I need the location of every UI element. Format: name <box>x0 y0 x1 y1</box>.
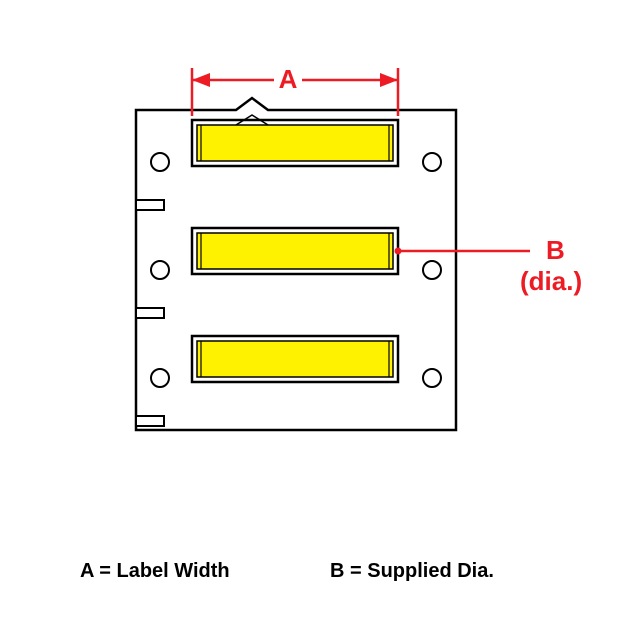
label-sleeve <box>197 125 393 161</box>
callout-b-label: B <box>546 235 565 265</box>
callout-b-dia: (dia.) <box>520 266 582 296</box>
sprocket-hole <box>151 369 169 387</box>
dim-a-label: A <box>279 64 298 94</box>
label-sleeve <box>197 233 393 269</box>
dim-a-arrow-left <box>192 73 210 87</box>
index-notch <box>136 200 164 210</box>
sprocket-hole <box>423 261 441 279</box>
label-sleeve <box>197 341 393 377</box>
legend-a: A = Label Width <box>80 560 230 583</box>
sprocket-hole <box>151 261 169 279</box>
index-notch <box>136 308 164 318</box>
sprocket-hole <box>151 153 169 171</box>
legend-b: B = Supplied Dia. <box>330 560 494 583</box>
sprocket-hole <box>423 369 441 387</box>
label-diagram: A B(dia.) <box>0 0 640 640</box>
dim-a-arrow-right <box>380 73 398 87</box>
callout-b-dot <box>395 248 402 255</box>
index-notch <box>136 416 164 426</box>
sprocket-hole <box>423 153 441 171</box>
